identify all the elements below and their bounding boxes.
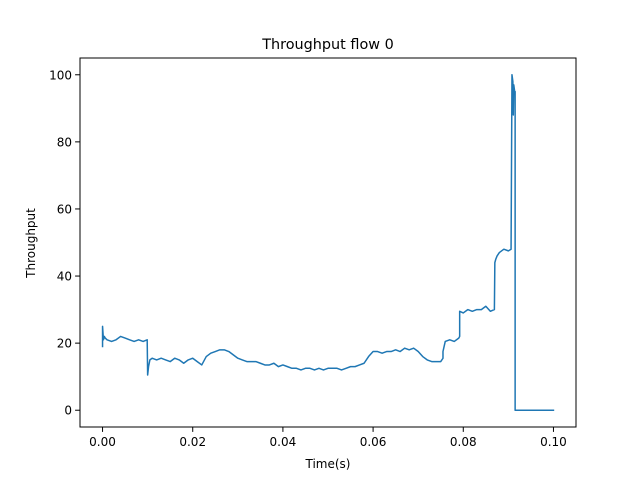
y-axis-label: Throughput — [24, 208, 38, 279]
x-axis-label: Time(s) — [305, 457, 351, 471]
series-layer — [101, 74, 555, 411]
throughput-series-line — [101, 74, 555, 411]
y-tick-label: 60 — [57, 202, 72, 216]
x-tick-label: 0.06 — [360, 435, 387, 449]
y-tick-label: 20 — [57, 337, 72, 351]
y-tick-label: 80 — [57, 135, 72, 149]
y-tick-label: 100 — [49, 68, 72, 82]
x-axis-ticks: 0.00 0.02 0.04 0.06 0.08 0.10 — [89, 427, 567, 449]
x-tick-label: 0.00 — [89, 435, 116, 449]
plot-frame — [79, 57, 577, 428]
y-tick-label: 0 — [64, 404, 72, 418]
x-tick-label: 0.10 — [540, 435, 567, 449]
x-tick-label: 0.04 — [270, 435, 297, 449]
y-axis-ticks: 0 20 40 60 80 100 — [49, 68, 80, 418]
y-tick-label: 40 — [57, 270, 72, 284]
x-tick-label: 0.02 — [179, 435, 206, 449]
x-tick-label: 0.08 — [450, 435, 477, 449]
chart-title: Throughput flow 0 — [261, 37, 394, 53]
